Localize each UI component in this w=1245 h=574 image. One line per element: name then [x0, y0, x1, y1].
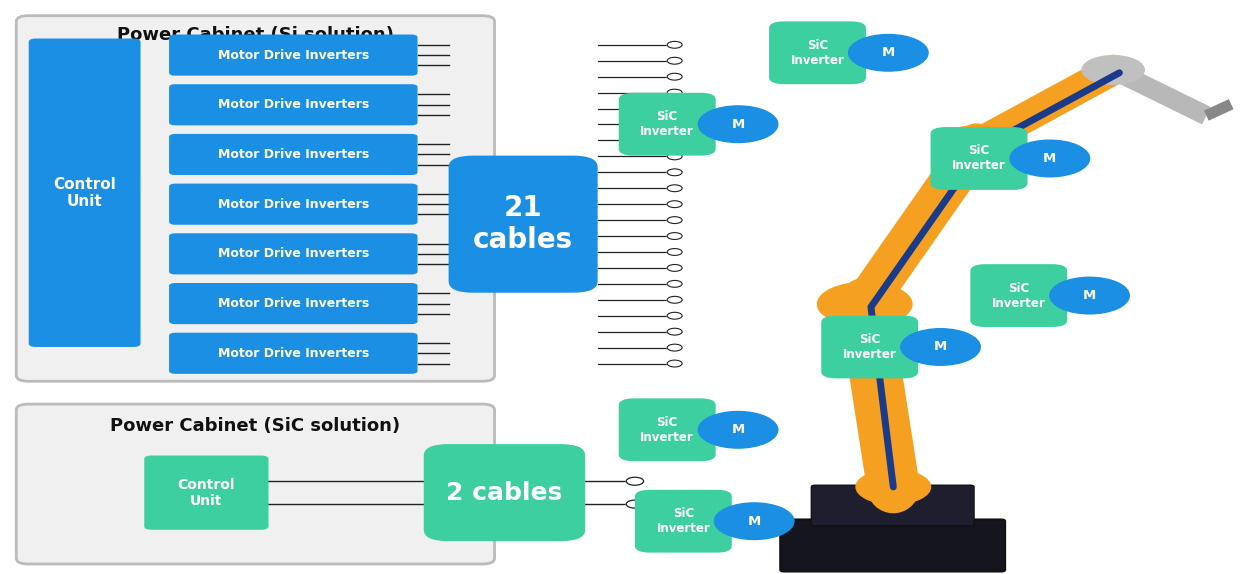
Circle shape	[667, 360, 682, 367]
Text: Motor Drive Inverters: Motor Drive Inverters	[218, 197, 369, 211]
Circle shape	[901, 329, 980, 365]
FancyBboxPatch shape	[144, 456, 269, 530]
Text: M: M	[1083, 289, 1096, 302]
Text: Motor Drive Inverters: Motor Drive Inverters	[218, 347, 369, 360]
FancyBboxPatch shape	[970, 264, 1067, 327]
Circle shape	[936, 126, 1016, 162]
FancyBboxPatch shape	[635, 490, 732, 553]
Circle shape	[857, 470, 930, 504]
Text: SiC
Inverter: SiC Inverter	[791, 39, 844, 67]
Circle shape	[667, 57, 682, 64]
Circle shape	[667, 105, 682, 112]
Circle shape	[667, 41, 682, 48]
Text: SiC
Inverter: SiC Inverter	[952, 145, 1006, 172]
Text: M: M	[731, 118, 745, 131]
Circle shape	[818, 282, 911, 326]
FancyBboxPatch shape	[812, 485, 974, 526]
FancyBboxPatch shape	[16, 15, 494, 381]
FancyBboxPatch shape	[169, 84, 417, 125]
Text: 2 cables: 2 cables	[447, 480, 563, 505]
Text: 21
cables: 21 cables	[473, 194, 573, 254]
FancyBboxPatch shape	[423, 444, 585, 541]
FancyBboxPatch shape	[619, 93, 716, 156]
Text: M: M	[747, 515, 761, 528]
Text: M: M	[934, 340, 947, 354]
Text: M: M	[881, 46, 895, 59]
Circle shape	[667, 328, 682, 335]
FancyBboxPatch shape	[169, 333, 417, 374]
FancyBboxPatch shape	[29, 38, 141, 347]
Circle shape	[715, 503, 794, 540]
Text: Power Cabinet (Si solution): Power Cabinet (Si solution)	[117, 26, 393, 44]
Text: Motor Drive Inverters: Motor Drive Inverters	[218, 297, 369, 310]
Text: Control
Unit: Control Unit	[54, 177, 116, 209]
FancyBboxPatch shape	[169, 34, 417, 76]
Circle shape	[1010, 140, 1089, 177]
FancyBboxPatch shape	[169, 233, 417, 274]
Text: M: M	[731, 423, 745, 436]
FancyBboxPatch shape	[169, 134, 417, 175]
Circle shape	[626, 500, 644, 508]
FancyBboxPatch shape	[16, 404, 494, 564]
Text: SiC
Inverter: SiC Inverter	[843, 333, 896, 361]
Circle shape	[667, 185, 682, 192]
FancyBboxPatch shape	[619, 398, 716, 461]
Circle shape	[698, 412, 778, 448]
Circle shape	[667, 153, 682, 160]
Text: SiC
Inverter: SiC Inverter	[640, 416, 695, 444]
Text: Control
Unit: Control Unit	[178, 478, 235, 508]
Text: Motor Drive Inverters: Motor Drive Inverters	[218, 98, 369, 111]
Text: Motor Drive Inverters: Motor Drive Inverters	[218, 148, 369, 161]
Circle shape	[667, 89, 682, 96]
Text: Motor Drive Inverters: Motor Drive Inverters	[218, 247, 369, 261]
Circle shape	[667, 265, 682, 272]
Text: Motor Drive Inverters: Motor Drive Inverters	[218, 49, 369, 61]
FancyBboxPatch shape	[169, 184, 417, 225]
Circle shape	[698, 106, 778, 142]
Circle shape	[667, 312, 682, 319]
Circle shape	[626, 477, 644, 485]
Circle shape	[667, 281, 682, 287]
Circle shape	[667, 216, 682, 223]
Circle shape	[667, 344, 682, 351]
Circle shape	[667, 296, 682, 303]
Text: Power Cabinet (SiC solution): Power Cabinet (SiC solution)	[111, 417, 401, 435]
FancyBboxPatch shape	[822, 316, 918, 378]
Text: SiC
Inverter: SiC Inverter	[656, 507, 710, 535]
FancyBboxPatch shape	[781, 519, 1005, 572]
FancyBboxPatch shape	[448, 156, 598, 293]
Circle shape	[667, 169, 682, 176]
Circle shape	[667, 121, 682, 128]
Circle shape	[667, 201, 682, 208]
Circle shape	[849, 34, 928, 71]
Text: SiC
Inverter: SiC Inverter	[640, 110, 695, 138]
Circle shape	[667, 232, 682, 239]
Text: SiC
Inverter: SiC Inverter	[992, 282, 1046, 309]
FancyBboxPatch shape	[769, 21, 867, 84]
FancyBboxPatch shape	[930, 127, 1027, 190]
Circle shape	[667, 73, 682, 80]
Circle shape	[1050, 277, 1129, 314]
Circle shape	[667, 137, 682, 144]
FancyBboxPatch shape	[169, 283, 417, 324]
Text: M: M	[1043, 152, 1057, 165]
Circle shape	[667, 249, 682, 255]
Circle shape	[1082, 56, 1144, 84]
